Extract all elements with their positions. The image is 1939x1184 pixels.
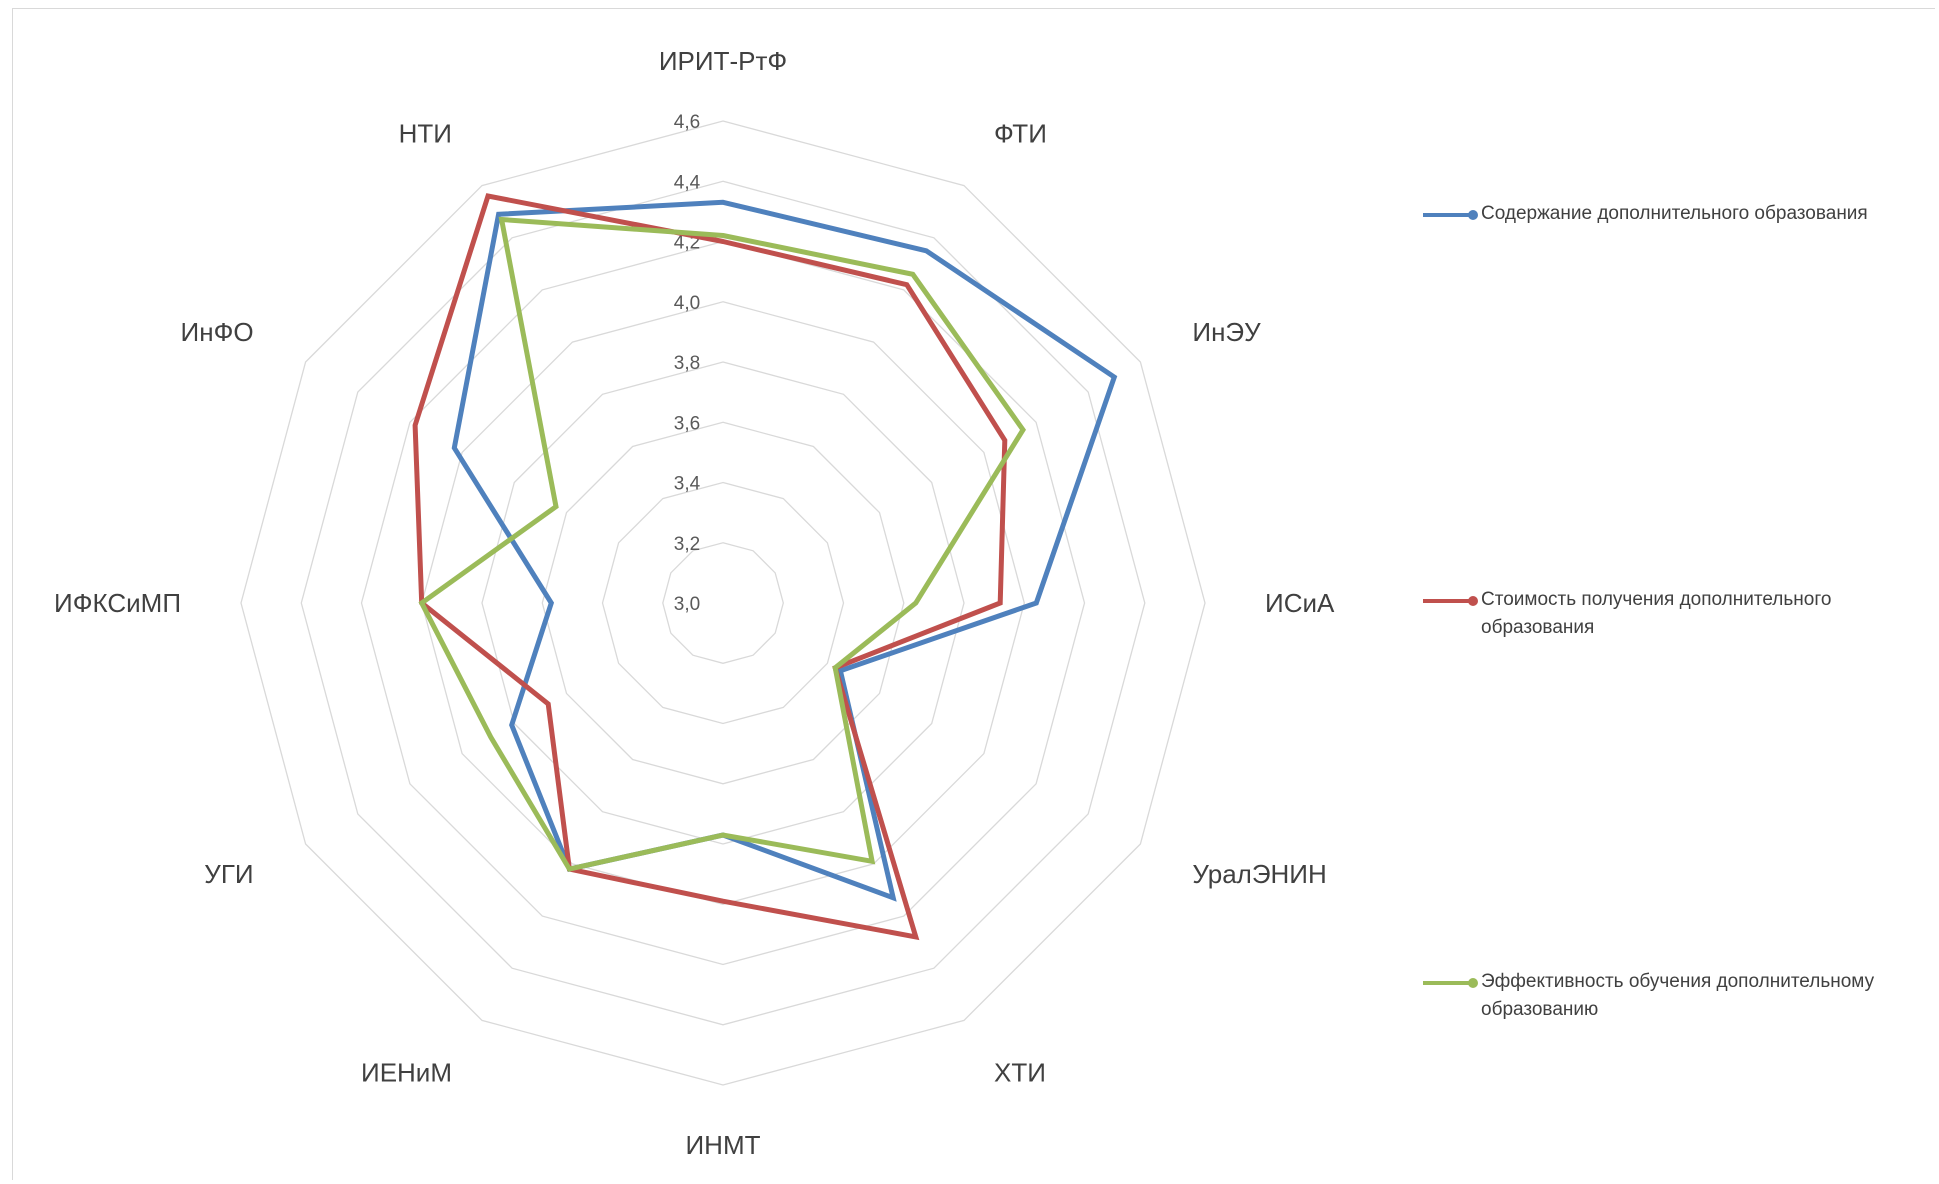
legend-item-cost: Стоимость получения дополнительного обра… — [1423, 586, 1933, 642]
grid-ring — [240, 120, 1206, 1086]
grid-ring — [541, 421, 905, 785]
series-line-1 — [412, 193, 1008, 941]
grid-ring — [300, 180, 1146, 1026]
grid-ring — [360, 240, 1086, 966]
legend-item-content: Содержание дополнительного образования — [1423, 200, 1933, 228]
category-label: НТИ — [399, 119, 452, 149]
tick-label: 3,6 — [674, 413, 700, 434]
tick-label: 4,0 — [674, 293, 700, 314]
category-label: ИнЭУ — [1192, 317, 1261, 347]
tick-label: 3,2 — [674, 534, 700, 555]
series-line-0 — [451, 199, 1118, 902]
radial-tick-labels: 3,03,23,43,63,84,04,24,44,6 — [674, 112, 701, 615]
category-label: ФТИ — [994, 119, 1047, 149]
tick-label: 3,8 — [674, 353, 700, 374]
tick-label: 4,4 — [674, 172, 701, 193]
legend-label-cost: Стоимость получения дополнительного обра… — [1481, 589, 1832, 638]
category-labels: ИРИТ-РтФ ФТИ ИнЭУ ИСиА УралЭНИН ХТИ ИНМТ ИЕНиМ У… — [54, 46, 1335, 1160]
grid-ring — [481, 361, 965, 845]
category-label: ИСиА — [1265, 588, 1335, 618]
tick-label: 3,0 — [674, 594, 700, 615]
tick-label: 4,6 — [674, 112, 700, 133]
legend-swatch-content — [1423, 210, 1478, 220]
tick-label: 3,4 — [674, 474, 701, 495]
category-label: ХТИ — [994, 1057, 1046, 1087]
legend: Содержание дополнительного образования С… — [1423, 0, 1933, 1184]
category-label: УралЭНИН — [1192, 859, 1326, 889]
legend-label-efficiency: Эффективность обучения дополнительному о… — [1481, 971, 1875, 1020]
category-label: ИнФО — [181, 317, 254, 347]
category-label: ИРИТ-РтФ — [659, 46, 787, 76]
series-lines — [412, 193, 1118, 941]
legend-swatch-cost — [1423, 596, 1478, 606]
grid-ring — [421, 301, 1025, 905]
legend-swatch-efficiency — [1423, 978, 1478, 988]
legend-label-content: Содержание дополнительного образования — [1481, 203, 1868, 224]
category-label: ИНМТ — [685, 1130, 760, 1160]
legend-item-efficiency: Эффективность обучения дополнительному о… — [1423, 968, 1933, 1024]
chart-frame — [12, 8, 1935, 1180]
category-label: ИФКСиМП — [54, 588, 181, 618]
grid-ring — [601, 481, 845, 725]
series-line-2 — [418, 216, 1026, 872]
category-label: УГИ — [204, 859, 253, 889]
radar-grid — [240, 120, 1206, 1086]
category-label: ИЕНиМ — [361, 1057, 452, 1087]
grid-ring — [662, 542, 784, 664]
